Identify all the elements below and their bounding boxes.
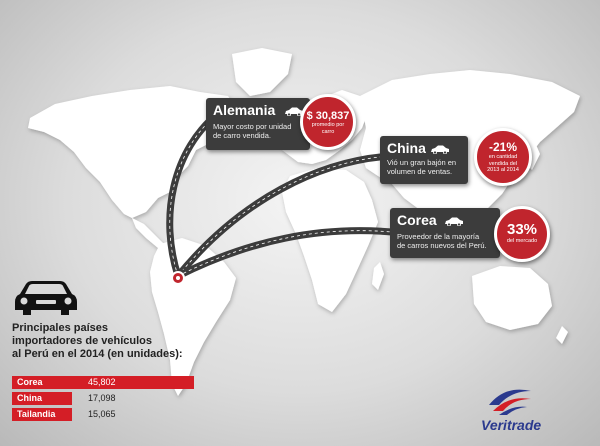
ranking-heading-line: Principales países xyxy=(12,322,108,334)
continent-north-america xyxy=(28,86,236,218)
stat-badge-alemania: $ 30,837 promedio por carro xyxy=(300,94,356,150)
callout-title: Corea xyxy=(397,212,437,228)
stat-value: -21% xyxy=(488,140,517,154)
ranking-row: China xyxy=(12,392,72,405)
callout-desc-line: de carros nuevos del Perú. xyxy=(397,241,487,250)
callout-corea: Corea Proveedor de la mayoría de carros … xyxy=(390,208,500,258)
routes xyxy=(166,107,393,280)
stat-caption: 2013 al 2014 xyxy=(487,167,519,173)
callout-title: Alemania xyxy=(213,102,276,118)
continent-madagascar xyxy=(372,262,384,290)
stat-caption: carro xyxy=(321,128,335,135)
stat-caption: vendida del xyxy=(488,160,518,167)
stat-badge-corea: 33% del mercado xyxy=(494,206,550,262)
country-label: Corea xyxy=(17,377,43,387)
car-icon xyxy=(285,107,303,116)
callout-desc-line: de carro vendida. xyxy=(213,131,271,140)
ranking-heading-line: al Perú en el 2014 (en unidades): xyxy=(12,348,183,360)
stat-value: $ 30,837 xyxy=(306,110,350,122)
units-value: 17,098 xyxy=(88,393,116,403)
ranking-heading: Principales países importadores de vehíc… xyxy=(12,322,202,361)
callout-desc-line: Proveedor de la mayoría xyxy=(397,232,480,241)
ranking-row: Tailandia xyxy=(12,408,72,421)
continent-australia xyxy=(472,266,552,330)
veritrade-logo: Veritrade xyxy=(481,383,541,433)
stat-caption: del mercado xyxy=(506,238,538,244)
location-pin-icon xyxy=(171,271,185,285)
ranking-row: Corea 45,802 xyxy=(12,376,194,389)
car-icon xyxy=(445,217,463,226)
units-value: 45,802 xyxy=(88,377,116,387)
stat-caption: en cantidad xyxy=(488,154,518,160)
car-silhouette-icon xyxy=(15,281,77,315)
callout-desc-line: volumen de ventas. xyxy=(387,167,453,176)
continent-africa xyxy=(282,168,378,312)
callout-desc-line: Mayor costo por unidad xyxy=(213,122,292,131)
continent-new-zealand xyxy=(556,326,568,344)
stat-value: 33% xyxy=(506,221,538,238)
car-icon xyxy=(431,145,449,154)
callout-title: China xyxy=(387,140,426,156)
continent-central-america xyxy=(132,218,164,248)
stat-badge-china: -21% en cantidad vendida del 2013 al 201… xyxy=(474,128,532,186)
units-value: 15,065 xyxy=(88,409,116,419)
callout-desc-line: Vió un gran bajón en xyxy=(387,158,457,167)
ranking-heading-line: importadores de vehículos xyxy=(12,335,152,347)
stat-caption: promedio por xyxy=(311,122,345,128)
country-label: Tailandia xyxy=(17,409,56,419)
callout-alemania: Alemania Mayor costo por unidad de carro… xyxy=(206,98,310,150)
continent-greenland xyxy=(232,48,292,96)
logo-wordmark: Veritrade xyxy=(481,417,542,433)
callout-china: China Vió un gran bajón en volumen de ve… xyxy=(380,136,468,184)
country-label: China xyxy=(17,393,43,403)
veritrade-logo-icon xyxy=(489,389,531,415)
